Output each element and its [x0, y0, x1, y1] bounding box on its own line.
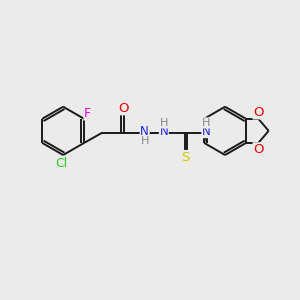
Text: O: O: [118, 102, 129, 115]
Text: H: H: [160, 118, 168, 128]
Text: O: O: [253, 106, 264, 119]
Text: N: N: [202, 125, 211, 138]
Text: F: F: [84, 107, 91, 120]
Text: H: H: [140, 136, 149, 146]
Text: S: S: [181, 151, 189, 164]
Text: N: N: [160, 125, 168, 138]
Text: Cl: Cl: [56, 157, 68, 170]
Text: H: H: [202, 118, 210, 128]
Text: O: O: [253, 143, 264, 156]
Text: N: N: [140, 125, 149, 138]
